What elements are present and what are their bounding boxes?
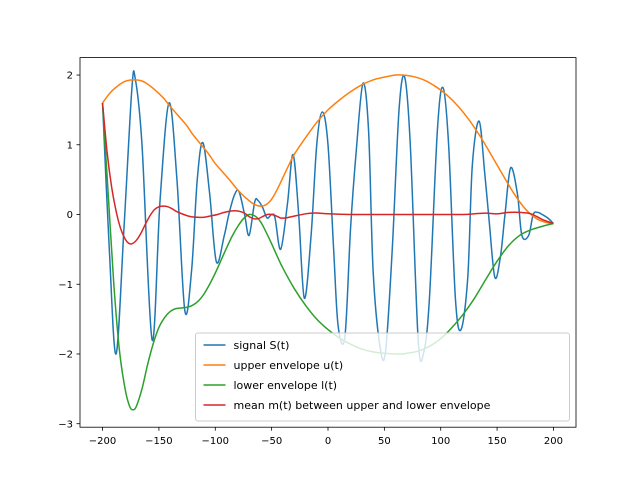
x-tick-label: −200 bbox=[89, 436, 116, 447]
legend-label-4: mean m(t) between upper and lower envelo… bbox=[234, 399, 491, 412]
x-axis: −200 −150 −100 −50 0 50 100 150 200 bbox=[89, 427, 563, 447]
y-tick-label: −1 bbox=[58, 280, 73, 291]
x-tick-label: −150 bbox=[145, 436, 172, 447]
x-tick-label: −50 bbox=[261, 436, 282, 447]
x-tick-label: −100 bbox=[202, 436, 229, 447]
y-tick-label: 1 bbox=[67, 140, 73, 151]
x-tick-label: 200 bbox=[544, 436, 563, 447]
legend-label-2: upper envelope u(t) bbox=[234, 359, 344, 372]
y-tick-label: −3 bbox=[58, 419, 73, 430]
x-tick-label: 150 bbox=[488, 436, 507, 447]
y-tick-label: 2 bbox=[67, 71, 73, 82]
series-line-2 bbox=[101, 74, 554, 225]
series-line-4 bbox=[101, 102, 554, 245]
y-axis: −3 −2 −1 0 1 2 bbox=[58, 71, 80, 430]
legend-label-3: lower envelope l(t) bbox=[234, 379, 338, 392]
legend: signal S(t) upper envelope u(t) lower enve… bbox=[195, 332, 570, 422]
x-tick-label: 0 bbox=[325, 436, 331, 447]
legend-label-1: signal S(t) bbox=[234, 339, 290, 352]
y-tick-label: 0 bbox=[67, 210, 73, 221]
x-tick-label: 50 bbox=[378, 436, 391, 447]
legend-box bbox=[195, 332, 570, 422]
y-tick-label: −2 bbox=[58, 350, 73, 361]
x-tick-label: 100 bbox=[431, 436, 450, 447]
series-line-1 bbox=[101, 70, 554, 363]
